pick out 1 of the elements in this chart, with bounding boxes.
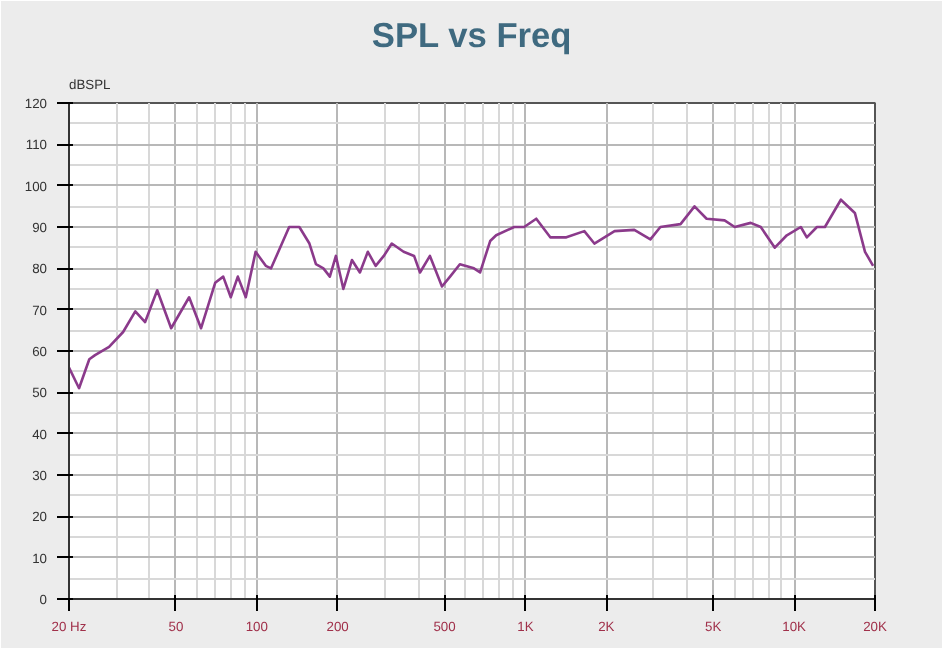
chart-title: SPL vs Freq: [371, 15, 572, 55]
